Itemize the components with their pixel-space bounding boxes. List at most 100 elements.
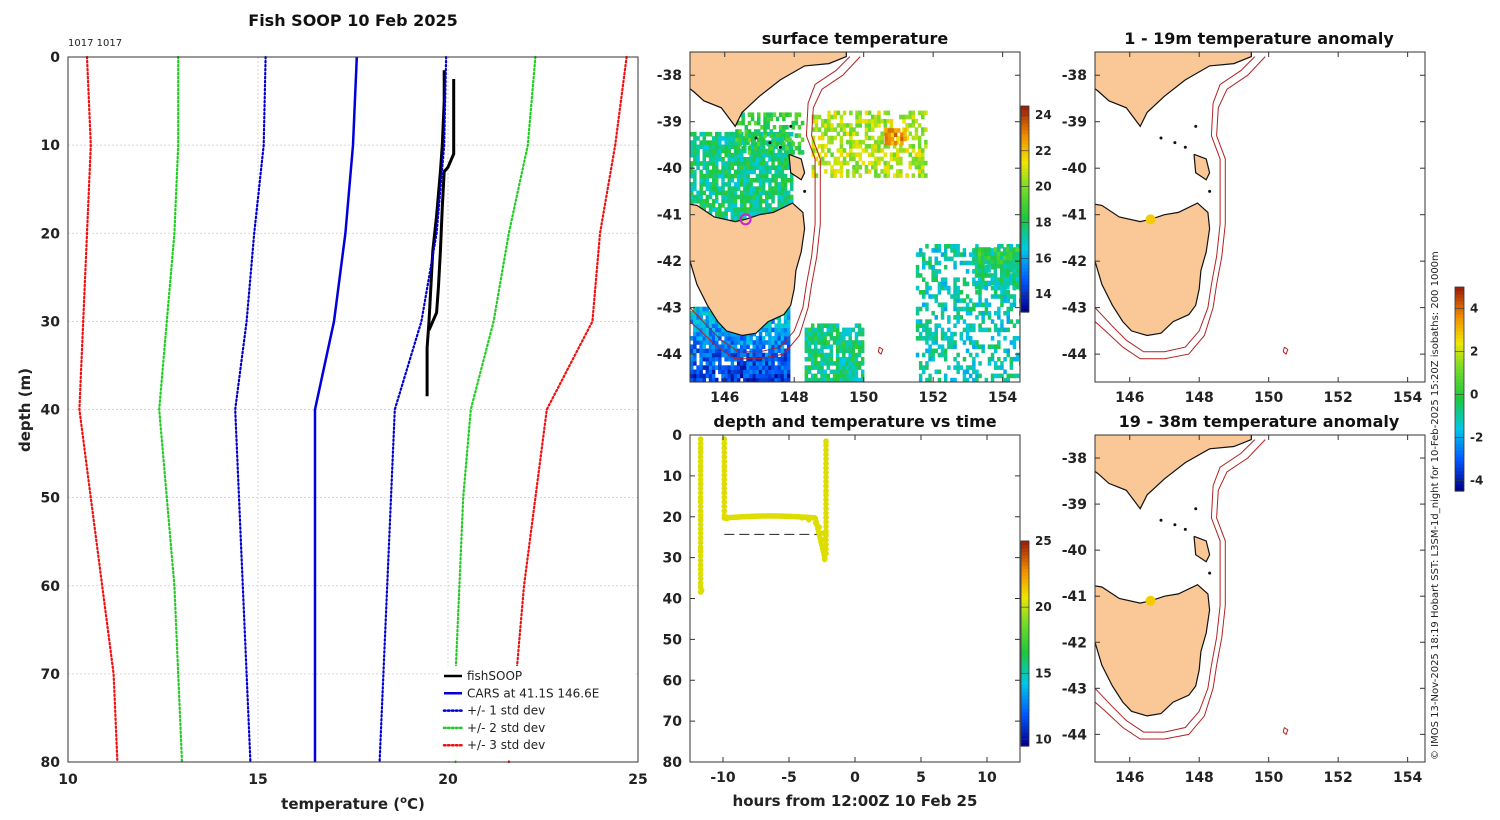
colorbar-segment (1455, 297, 1464, 302)
sst-pixel (693, 319, 697, 324)
sst-pixel (786, 190, 791, 196)
sst-pixel (721, 331, 725, 337)
sst-pixel (780, 377, 785, 382)
sst-pixel (766, 116, 770, 122)
sst-pixel (763, 133, 767, 138)
sst-pixel (768, 369, 772, 375)
sst-pixel (1018, 272, 1020, 277)
sst-pixel (800, 137, 805, 143)
sst-pixel (758, 356, 763, 362)
profile-ytick: 60 (41, 579, 61, 595)
sst-pixel (763, 116, 767, 122)
colorbar-segment (1455, 443, 1464, 448)
sst-pixel (768, 365, 772, 370)
sst-pixel (774, 182, 778, 187)
sst-pixel (765, 207, 769, 212)
sst-pixel (761, 165, 766, 170)
sst-pixel (987, 247, 991, 252)
sst-pixel (953, 290, 957, 295)
sst-pixel (817, 369, 821, 375)
sst-pixel (896, 148, 900, 153)
sst-pixel (711, 190, 716, 196)
sst-pixel (794, 120, 799, 126)
sst-pixel (886, 173, 891, 178)
sst-pixel (705, 315, 710, 320)
sst-pixel (855, 139, 859, 145)
sst-pixel (839, 169, 844, 174)
depth-time-point (697, 440, 704, 447)
sst-pixel (810, 340, 815, 345)
colorbar-tick-label: 10 (1035, 732, 1052, 746)
colorbar-segment (1021, 619, 1029, 624)
sst-pixel (817, 377, 821, 382)
sst-pixel (896, 139, 900, 145)
sst-pixel (768, 377, 772, 382)
sst-pixel (915, 327, 920, 333)
sst-pixel (902, 148, 906, 153)
sst-pixel (774, 344, 778, 349)
sst-pixel (708, 331, 713, 337)
sst-pixel (1003, 327, 1007, 333)
sst-pixel (746, 207, 750, 212)
colorbar-segment (1021, 728, 1029, 733)
sst-pixel (771, 352, 775, 358)
sst-pixel (777, 348, 781, 354)
sst-pixel (749, 169, 753, 175)
sst-pixel (915, 336, 920, 341)
sst-pixel (854, 344, 859, 349)
sst-pixel (715, 136, 719, 141)
colorbar-segment (1021, 195, 1029, 200)
sst-pixel (848, 356, 852, 362)
sst-pixel (981, 259, 985, 265)
sst-pixel (999, 259, 1004, 265)
sst-pixel (925, 260, 929, 266)
sst-pixel (777, 331, 781, 337)
sst-pixel (752, 352, 756, 358)
sst-pixel (864, 110, 869, 116)
sst-pixel (851, 369, 855, 375)
sst-pixel (769, 145, 773, 151)
sst-pixel (993, 280, 998, 286)
sst-pixel (711, 203, 716, 208)
sst-pixel (736, 178, 741, 183)
sst-pixel (724, 348, 728, 354)
sst-pixel (849, 110, 853, 116)
sst-pixel (800, 120, 805, 126)
sst-pixel (817, 127, 822, 132)
depth-time-point (698, 530, 704, 536)
sst-pixel (780, 340, 785, 345)
sst-pixel (968, 310, 973, 316)
colorbar-segment (1021, 123, 1029, 128)
sst-pixel (783, 369, 788, 375)
colorbar-segment (1455, 467, 1464, 472)
sst-pixel (987, 268, 991, 273)
sst-pixel (953, 252, 957, 257)
sst-pixel (1015, 352, 1020, 358)
sst-pixel (740, 194, 744, 200)
sst-pixel (777, 373, 781, 379)
sst-pixel (874, 164, 878, 170)
island-dot (1194, 507, 1198, 511)
sst-pixel (871, 135, 875, 141)
sst-pixel (871, 144, 875, 149)
sst-pixel (755, 340, 760, 345)
sst-pixel (755, 157, 760, 162)
sst-pixel (721, 215, 725, 221)
sst-pixel (744, 129, 748, 134)
map-content (1095, 435, 1425, 762)
sst-pixel (755, 152, 760, 158)
depth-time-point (698, 546, 704, 553)
sst-pixel (827, 139, 831, 145)
sst-pixel (774, 152, 778, 158)
sst-pixel (693, 140, 697, 145)
sst-pixel (699, 131, 703, 137)
depth-time-point (698, 497, 704, 503)
sst-pixel (727, 356, 731, 362)
sst-pixel (693, 306, 697, 312)
sst-pixel (956, 306, 960, 312)
colorbar-tick-label: 0 (1470, 387, 1478, 401)
sst-pixel (711, 315, 716, 320)
sst-pixel (978, 361, 982, 366)
sst-pixel (690, 336, 694, 341)
sst-pixel (990, 336, 995, 341)
